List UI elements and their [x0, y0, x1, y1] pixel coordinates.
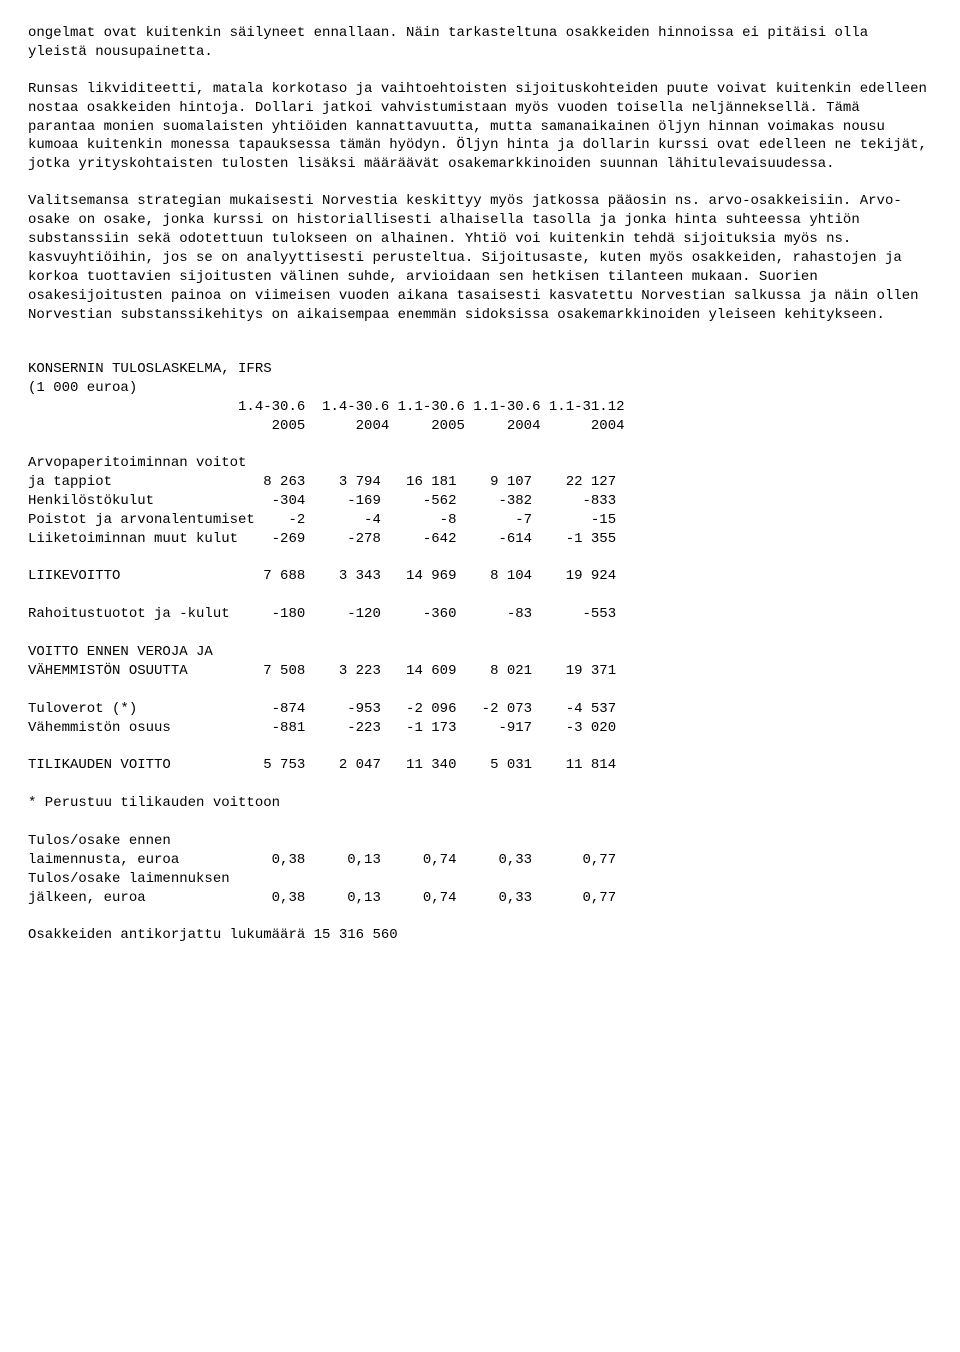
- table-row: Vähemmistön osuus -881 -223 -1 173 -917 …: [28, 719, 932, 738]
- table-row: Henkilöstökulut -304 -169 -562 -382 -833: [28, 492, 932, 511]
- paragraph-3: Valitsemansa strategian mukaisesti Norve…: [28, 192, 932, 324]
- table-row: ja tappiot 8 263 3 794 16 181 9 107 22 1…: [28, 473, 932, 492]
- table-row: [28, 737, 932, 756]
- table-row: Rahoitustuotot ja -kulut -180 -120 -360 …: [28, 605, 932, 624]
- table-row: * Perustuu tilikauden voittoon: [28, 794, 932, 813]
- table-row: [28, 813, 932, 832]
- table-title-line2: (1 000 euroa): [28, 379, 932, 398]
- table-row: Tuloverot (*) -874 -953 -2 096 -2 073 -4…: [28, 700, 932, 719]
- paragraph-2: Runsas likviditeetti, matala korkotaso j…: [28, 80, 932, 174]
- table-row: [28, 548, 932, 567]
- table-row: VÄHEMMISTÖN OSUUTTA 7 508 3 223 14 609 8…: [28, 662, 932, 681]
- table-title-line1: KONSERNIN TULOSLASKELMA, IFRS: [28, 360, 932, 379]
- table-row: Poistot ja arvonalentumiset -2 -4 -8 -7 …: [28, 511, 932, 530]
- table-row: [28, 681, 932, 700]
- table-row: Liiketoiminnan muut kulut -269 -278 -642…: [28, 530, 932, 549]
- table-row: VOITTO ENNEN VEROJA JA: [28, 643, 932, 662]
- table-row: Arvopaperitoiminnan voitot: [28, 454, 932, 473]
- paragraph-1: ongelmat ovat kuitenkin säilyneet ennall…: [28, 24, 932, 62]
- table-row: jälkeen, euroa 0,38 0,13 0,74 0,33 0,77: [28, 889, 932, 908]
- table-row: [28, 907, 932, 926]
- table-row: Tulos/osake laimennuksen: [28, 870, 932, 889]
- table-row: [28, 624, 932, 643]
- table-header-periods: 1.4-30.6 1.4-30.6 1.1-30.6 1.1-30.6 1.1-…: [28, 398, 932, 417]
- table-row: Osakkeiden antikorjattu lukumäärä 15 316…: [28, 926, 932, 945]
- table-row: laimennusta, euroa 0,38 0,13 0,74 0,33 0…: [28, 851, 932, 870]
- table-row: Tulos/osake ennen: [28, 832, 932, 851]
- table-row: [28, 775, 932, 794]
- table-header-years: 2005 2004 2005 2004 2004: [28, 417, 932, 436]
- table-row: [28, 586, 932, 605]
- table-row: TILIKAUDEN VOITTO 5 753 2 047 11 340 5 0…: [28, 756, 932, 775]
- table-row: LIIKEVOITTO 7 688 3 343 14 969 8 104 19 …: [28, 567, 932, 586]
- income-statement-table: Arvopaperitoiminnan voitotja tappiot 8 2…: [28, 454, 932, 945]
